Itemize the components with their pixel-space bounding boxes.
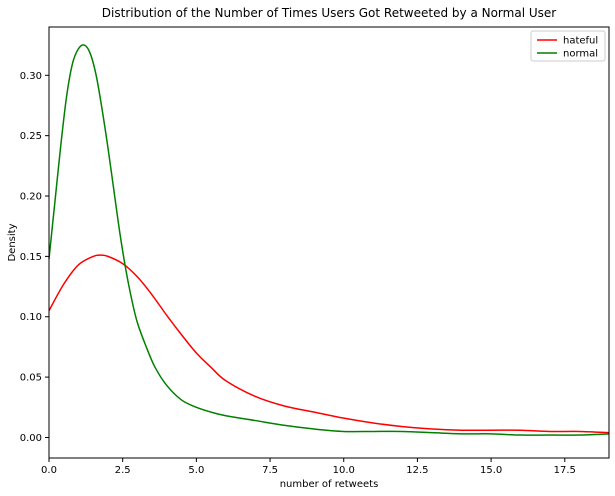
x-tick-label: 5.0: [188, 465, 204, 476]
legend-label-hateful: hateful: [563, 36, 598, 47]
y-axis-ticks: 0.00 0.05 0.10 0.15 0.20 0.25 0.30: [20, 71, 49, 444]
y-tick-label: 0.05: [20, 373, 42, 384]
series-line-hateful: [48, 254, 610, 434]
y-tick-label: 0.30: [20, 71, 42, 82]
x-axis-ticks: 0.0 2.5 5.0 7.5 10.0 12.5 15.0 17.5: [41, 458, 576, 476]
x-tick-label: 15.0: [480, 465, 502, 476]
y-tick-label: 0.10: [20, 312, 42, 323]
y-tick-label: 0.15: [20, 252, 42, 263]
x-tick-label: 12.5: [406, 465, 428, 476]
chart-title: Distribution of the Number of Times User…: [102, 6, 556, 20]
legend: hateful normal: [530, 30, 606, 62]
x-tick-label: 7.5: [262, 465, 278, 476]
y-tick-label: 0.25: [20, 131, 42, 142]
x-tick-label: 10.0: [333, 465, 355, 476]
legend-label-normal: normal: [563, 49, 598, 60]
y-axis-label: Density: [7, 223, 18, 261]
y-tick-label: 0.00: [20, 433, 42, 444]
x-tick-label: 2.5: [115, 465, 131, 476]
x-tick-label: 0.0: [41, 465, 57, 476]
series-line-normal: [48, 44, 610, 436]
plot-frame: [48, 26, 610, 459]
plot-lines: [48, 44, 610, 436]
y-tick-label: 0.20: [20, 192, 42, 203]
x-tick-label: 17.5: [554, 465, 576, 476]
x-axis-label: number of retweets: [280, 479, 379, 490]
